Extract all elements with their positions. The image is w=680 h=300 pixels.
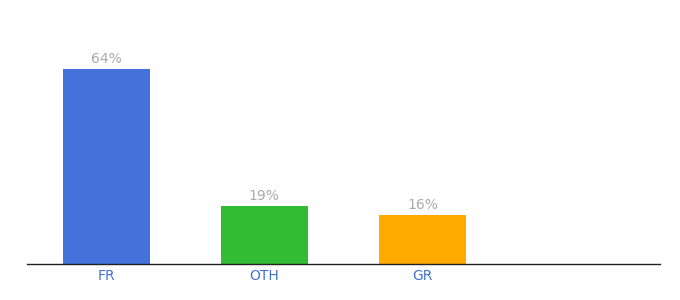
Bar [63, 69, 150, 264]
Text: 16%: 16% [407, 198, 438, 212]
Bar [379, 215, 466, 264]
Bar [221, 206, 308, 264]
Text: 64%: 64% [91, 52, 122, 66]
Text: 19%: 19% [249, 189, 279, 203]
